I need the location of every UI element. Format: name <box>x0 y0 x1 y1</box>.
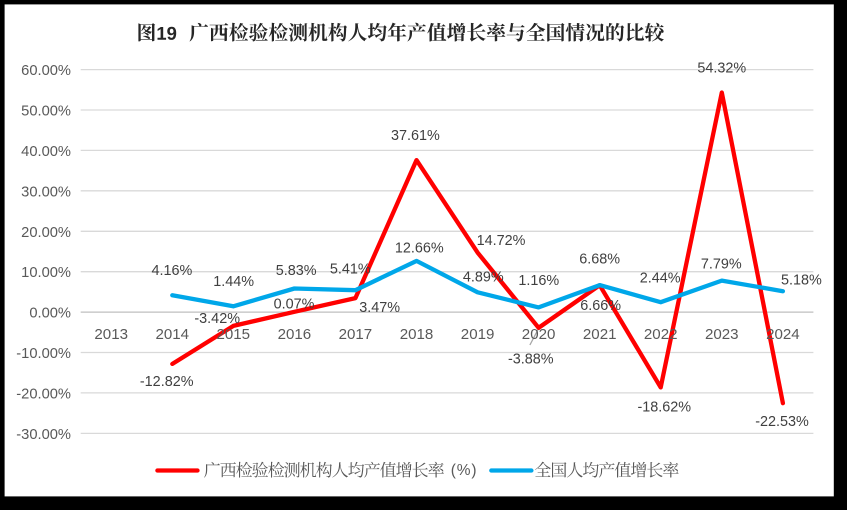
svg-text:2022: 2022 <box>644 326 678 343</box>
svg-text:2020: 2020 <box>522 326 556 343</box>
svg-text:6.66%: 6.66% <box>580 298 621 314</box>
svg-text:2023: 2023 <box>705 326 739 343</box>
svg-text:-3.88%: -3.88% <box>508 351 554 367</box>
svg-text:-30.00%: -30.00% <box>16 427 71 443</box>
svg-text:2019: 2019 <box>461 326 495 343</box>
svg-text:-20.00%: -20.00% <box>16 386 71 402</box>
svg-text:2.44%: 2.44% <box>640 270 681 286</box>
svg-text:2024: 2024 <box>766 326 800 343</box>
svg-text:0.07%: 0.07% <box>274 296 315 312</box>
svg-text:2013: 2013 <box>94 326 128 343</box>
svg-text:-12.82%: -12.82% <box>140 374 194 390</box>
svg-text:3.47%: 3.47% <box>359 300 400 316</box>
svg-text:10.00%: 10.00% <box>21 265 71 281</box>
svg-text:1.44%: 1.44% <box>213 274 254 290</box>
svg-text:30.00%: 30.00% <box>21 184 71 200</box>
svg-text:-10.00%: -10.00% <box>16 346 71 362</box>
svg-text:60.00%: 60.00% <box>21 63 71 79</box>
svg-text:50.00%: 50.00% <box>21 104 71 120</box>
svg-text:2017: 2017 <box>339 326 373 343</box>
svg-text:20.00%: 20.00% <box>21 225 71 241</box>
svg-text:14.72%: 14.72% <box>477 233 526 249</box>
svg-text:40.00%: 40.00% <box>21 144 71 160</box>
svg-text:5.83%: 5.83% <box>276 263 317 279</box>
svg-text:7.79%: 7.79% <box>701 256 742 272</box>
svg-text:5.18%: 5.18% <box>781 272 822 288</box>
svg-text:2015: 2015 <box>217 326 251 343</box>
svg-text:2014: 2014 <box>156 326 190 343</box>
svg-text:2018: 2018 <box>400 326 434 343</box>
svg-text:4.89%: 4.89% <box>463 269 504 285</box>
svg-text:2021: 2021 <box>583 326 617 343</box>
svg-text:0.00%: 0.00% <box>29 306 71 322</box>
svg-text:5.41%: 5.41% <box>330 262 371 278</box>
svg-text:37.61%: 37.61% <box>391 128 440 144</box>
svg-text:4.16%: 4.16% <box>151 263 192 279</box>
svg-text:-18.62%: -18.62% <box>637 400 691 416</box>
svg-text:1.16%: 1.16% <box>518 273 559 289</box>
svg-text:-3.42%: -3.42% <box>194 311 240 327</box>
svg-text:54.32%: 54.32% <box>697 60 746 76</box>
svg-text:-22.53%: -22.53% <box>755 414 809 430</box>
svg-text:(%): (%) <box>451 462 478 479</box>
svg-text:2016: 2016 <box>278 326 312 343</box>
svg-text:6.68%: 6.68% <box>579 251 620 267</box>
svg-text:12.66%: 12.66% <box>395 241 444 257</box>
